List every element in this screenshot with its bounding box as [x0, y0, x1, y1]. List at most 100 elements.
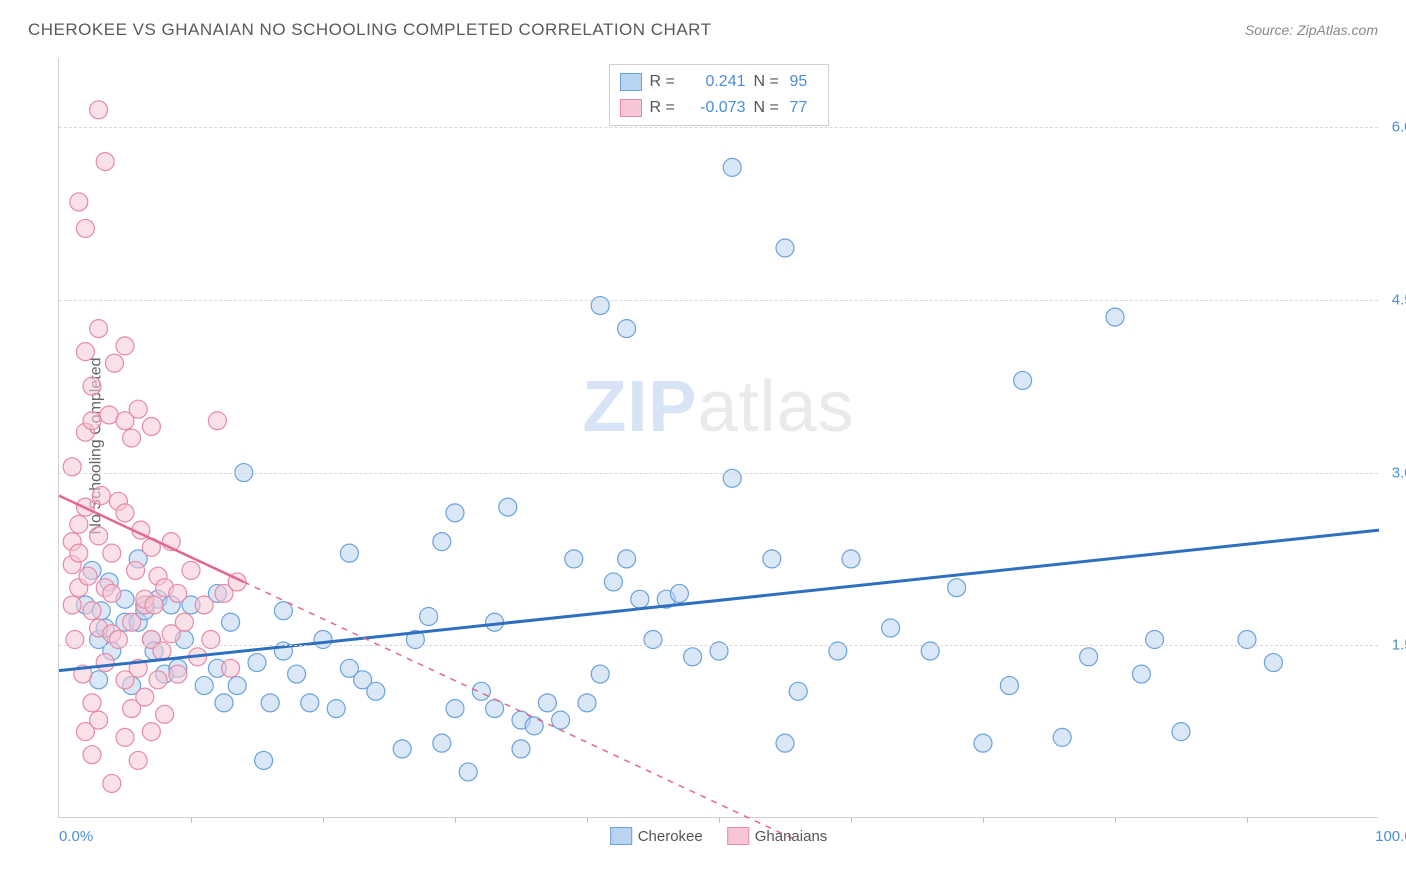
data-point	[145, 596, 163, 614]
data-point	[116, 337, 134, 355]
data-point	[565, 550, 583, 568]
legend-swatch	[620, 99, 642, 117]
legend-label: Cherokee	[638, 828, 703, 845]
y-tick-label: 3.0%	[1392, 464, 1406, 481]
data-point	[525, 717, 543, 735]
data-point	[631, 590, 649, 608]
chart-container: CHEROKEE VS GHANAIAN NO SCHOOLING COMPLE…	[0, 0, 1406, 892]
data-point	[261, 694, 279, 712]
plot-area: ZIPatlas R =0.241N =95R =-0.073N =77 Che…	[58, 58, 1378, 818]
n-value: 77	[790, 95, 818, 121]
data-point	[149, 671, 167, 689]
data-point	[83, 694, 101, 712]
r-label: R =	[650, 95, 678, 121]
data-point	[103, 544, 121, 562]
data-point	[248, 654, 266, 672]
data-point	[83, 746, 101, 764]
data-point	[79, 567, 97, 585]
data-point	[76, 343, 94, 361]
data-point	[1053, 728, 1071, 746]
data-point	[499, 498, 517, 516]
gridline	[59, 300, 1378, 301]
data-point	[169, 584, 187, 602]
data-point	[90, 101, 108, 119]
data-point	[446, 504, 464, 522]
data-point	[215, 694, 233, 712]
data-point	[486, 700, 504, 718]
legend-series: CherokeeGhanaians	[610, 827, 828, 845]
data-point	[129, 751, 147, 769]
x-tick	[1115, 817, 1116, 823]
data-point	[274, 602, 292, 620]
data-point	[591, 665, 609, 683]
data-point	[882, 619, 900, 637]
data-point	[83, 602, 101, 620]
data-point	[123, 613, 141, 631]
data-point	[367, 682, 385, 700]
data-point	[393, 740, 411, 758]
data-point	[974, 734, 992, 752]
r-label: R =	[650, 69, 678, 95]
data-point	[1132, 665, 1150, 683]
data-point	[578, 694, 596, 712]
data-point	[255, 751, 273, 769]
data-point	[103, 774, 121, 792]
r-value: 0.241	[686, 69, 746, 95]
data-point	[433, 734, 451, 752]
r-value: -0.073	[686, 95, 746, 121]
data-point	[70, 515, 88, 533]
data-point	[96, 654, 114, 672]
data-point	[604, 573, 622, 591]
data-point	[552, 711, 570, 729]
data-point	[222, 659, 240, 677]
data-point	[156, 705, 174, 723]
data-point	[127, 561, 145, 579]
data-point	[222, 613, 240, 631]
data-point	[63, 596, 81, 614]
data-point	[136, 688, 154, 706]
data-point	[301, 694, 319, 712]
data-point	[327, 700, 345, 718]
data-point	[195, 677, 213, 695]
data-point	[763, 550, 781, 568]
x-tick-label: 0.0%	[59, 828, 93, 845]
data-point	[472, 682, 490, 700]
x-tick	[323, 817, 324, 823]
data-point	[1080, 648, 1098, 666]
chart-title: CHEROKEE VS GHANAIAN NO SCHOOLING COMPLE…	[28, 20, 712, 40]
x-tick	[851, 817, 852, 823]
data-point	[446, 700, 464, 718]
source-label: Source: ZipAtlas.com	[1245, 22, 1378, 38]
data-point	[789, 682, 807, 700]
data-point	[182, 561, 200, 579]
legend-swatch	[620, 73, 642, 91]
data-point	[1264, 654, 1282, 672]
data-point	[116, 504, 134, 522]
gridline	[59, 645, 1378, 646]
title-bar: CHEROKEE VS GHANAIAN NO SCHOOLING COMPLE…	[28, 20, 1378, 40]
data-point	[169, 665, 187, 683]
data-point	[70, 544, 88, 562]
data-point	[459, 763, 477, 781]
data-point	[90, 320, 108, 338]
data-point	[129, 400, 147, 418]
data-point	[208, 412, 226, 430]
x-tick-label: 100.0%	[1375, 828, 1406, 845]
data-point	[512, 740, 530, 758]
n-label: N =	[754, 69, 782, 95]
data-point	[842, 550, 860, 568]
data-point	[618, 320, 636, 338]
data-point	[90, 711, 108, 729]
data-point	[776, 239, 794, 257]
data-point	[420, 607, 438, 625]
legend-stat-row: R =0.241N =95	[620, 69, 818, 95]
gridline	[59, 127, 1378, 128]
data-point	[288, 665, 306, 683]
data-point	[195, 596, 213, 614]
data-point	[116, 728, 134, 746]
x-tick	[191, 817, 192, 823]
data-point	[123, 429, 141, 447]
data-point	[433, 533, 451, 551]
data-point	[142, 417, 160, 435]
data-point	[83, 412, 101, 430]
